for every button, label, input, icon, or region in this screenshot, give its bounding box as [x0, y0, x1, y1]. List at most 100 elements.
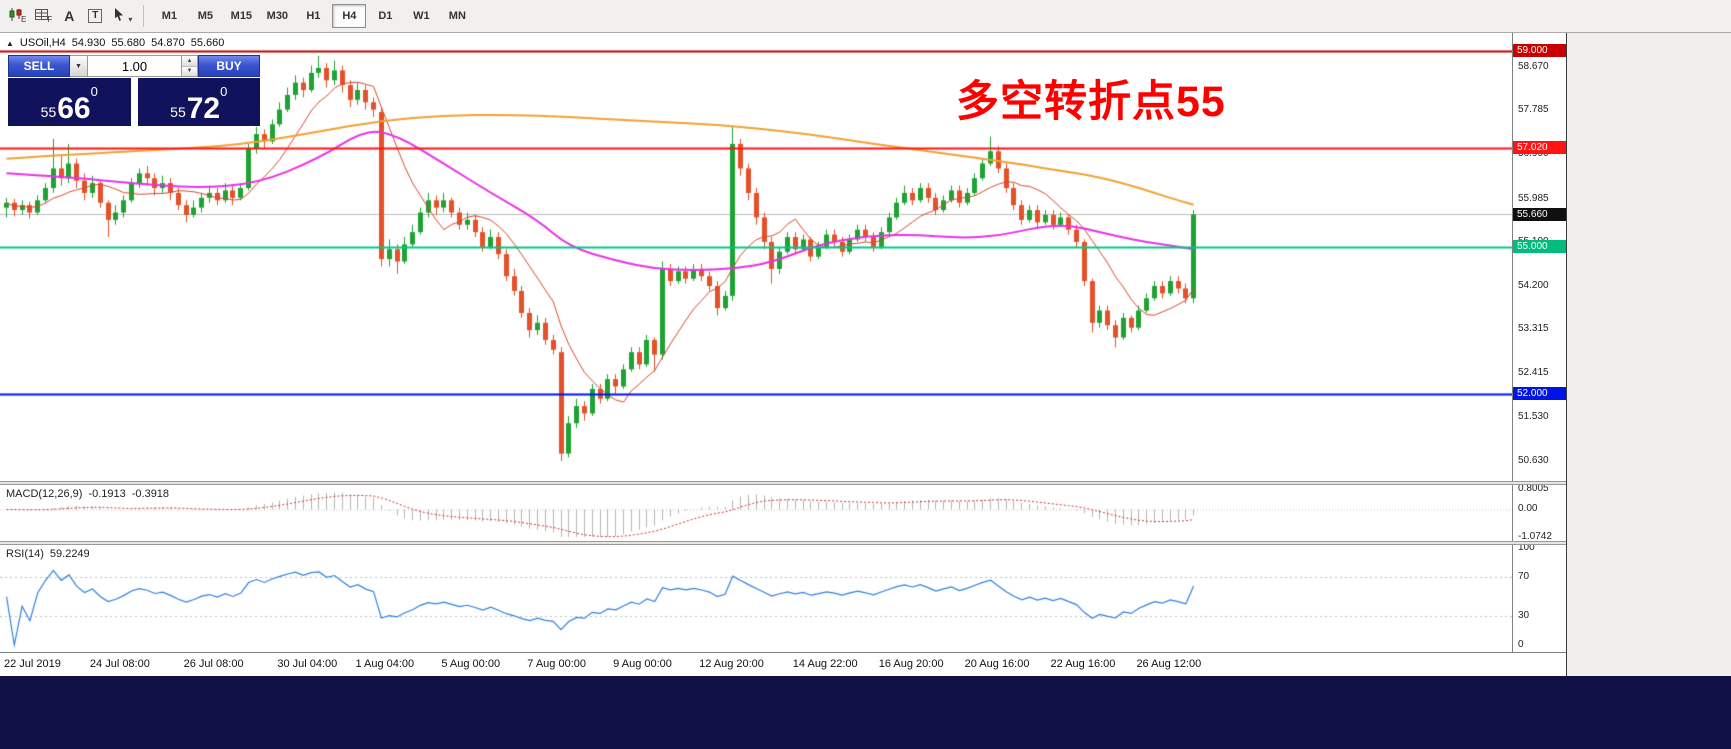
rsi-title: RSI(14) [6, 548, 44, 560]
window-divider [1566, 33, 1567, 676]
date-label: 7 Aug 00:00 [527, 658, 586, 670]
timeframe-m1[interactable]: M1 [161, 10, 177, 22]
date-label: 30 Jul 04:00 [277, 658, 338, 670]
timeframe-h4[interactable]: H4 [332, 4, 367, 28]
buy-price-display[interactable]: 55 72 0 [137, 78, 260, 126]
date-label: 5 Aug 00:00 [441, 658, 501, 670]
price-tag-52.000: 52.000 [1513, 387, 1566, 401]
macd-label: MACD(12,26,9) -0.1913 -0.3918 [6, 488, 169, 500]
rsi-scale-label: 0 [1518, 639, 1524, 650]
timeframe-m5[interactable]: M5 [197, 10, 213, 22]
price-tick: 50.630 [1518, 454, 1549, 466]
volume-stepper: ▲ ▼ [182, 55, 198, 77]
charts-button[interactable]: E [5, 4, 29, 28]
sell-dropdown-button[interactable]: ▼ [70, 55, 88, 77]
symbol-label: USOil,H4 [19, 37, 66, 49]
rsi-panel-canvas[interactable] [0, 545, 1512, 652]
ohlc-close: 55.660 [190, 37, 225, 49]
macd-title: MACD(12,26,9) [6, 488, 83, 500]
date-label: 22 Jul 2019 [4, 658, 61, 670]
price-tag-55.000: 55.000 [1513, 240, 1566, 254]
right-empty-area [1567, 33, 1731, 676]
price-tick: 58.670 [1518, 61, 1549, 72]
sell-price-display[interactable]: 55 66 0 [8, 78, 131, 126]
indicator-grid-icon [35, 9, 49, 20]
font-tool-button[interactable]: A [57, 4, 81, 28]
volume-input[interactable] [88, 55, 182, 77]
date-label: 1 Aug 04:00 [355, 658, 415, 670]
sell-price-small: 55 [40, 104, 57, 120]
timeframe-m15[interactable]: M15 [230, 10, 253, 22]
chart-workspace: ▲ USOil,H4 54.930 55.680 54.870 55.660 S… [0, 33, 1731, 676]
panel-splitter-rsi[interactable] [0, 541, 1566, 545]
rsi-scale-label: 70 [1518, 571, 1530, 583]
price-tag-59.000: 59.000 [1513, 44, 1566, 58]
price-tick: 51.530 [1518, 410, 1549, 422]
rsi-label: RSI(14) 59.2249 [6, 548, 90, 560]
macd-scale-label: 0.00 [1518, 503, 1538, 515]
date-label: 26 Jul 08:00 [183, 658, 244, 670]
chart-header: ▲ USOil,H4 54.930 55.680 54.870 55.660 [6, 37, 224, 49]
trade-panel-toggle-icon[interactable]: ▲ [6, 38, 14, 48]
text-label-tool-icon: T [88, 9, 103, 23]
date-label: 24 Jul 08:00 [89, 658, 150, 670]
timeframe-mn[interactable]: MN [448, 10, 466, 22]
date-label: 22 Aug 16:00 [1050, 658, 1116, 670]
date-label: 9 Aug 00:00 [613, 658, 672, 670]
price-scale[interactable]: 58.67057.78556.90055.98555.10054.20053.3… [1512, 33, 1566, 676]
cursor-tool-button[interactable]: ▾ [109, 4, 135, 28]
main-toolbar: E F A T ▾ M1 M5 M15 M30 H1 H4 D1 W1 MN [0, 0, 1731, 33]
candlestick-chart-icon [9, 8, 22, 21]
sell-button[interactable]: SELL [8, 55, 70, 77]
toolbar-separator [143, 5, 145, 27]
macd-scale-label: 0.8005 [1518, 483, 1549, 494]
sell-price-big: 66 [57, 92, 91, 125]
macd-value-main: -0.1913 [88, 488, 126, 500]
timeframe-h1[interactable]: H1 [306, 10, 321, 22]
price-tick: 53.315 [1518, 323, 1549, 335]
timeframe-group: M1 M5 M15 M30 H1 H4 D1 W1 MN [151, 4, 475, 28]
panel-splitter-macd[interactable] [0, 481, 1566, 485]
sell-price-sup: 0 [90, 84, 98, 99]
buy-button[interactable]: BUY [198, 55, 260, 77]
buy-price-small: 55 [170, 104, 186, 120]
time-axis[interactable]: 22 Jul 2019 24 Jul 08:00 26 Jul 08:00 30 Ju… [0, 652, 1566, 676]
text-label-tool-button[interactable]: T [83, 4, 107, 28]
buy-price-big: 72 [186, 92, 221, 125]
buy-price-sup: 0 [220, 84, 228, 99]
date-label: 20 Aug 16:00 [964, 658, 1030, 670]
timeframe-w1[interactable]: W1 [413, 10, 430, 22]
date-label: 12 Aug 20:00 [699, 658, 764, 670]
indicators-button-sub: F [47, 15, 53, 24]
price-tag-57.020: 57.020 [1513, 141, 1566, 155]
price-tick: 55.985 [1518, 192, 1549, 204]
chart-annotation-text: 多空转折点55 [956, 78, 1226, 126]
rsi-scale-label: 30 [1518, 609, 1530, 621]
timeframe-m30[interactable]: M30 [266, 10, 289, 22]
price-tag-55.660: 55.660 [1513, 207, 1566, 221]
date-label: 26 Aug 12:00 [1136, 658, 1202, 670]
trade-controls-row: SELL ▼ ▲ ▼ BUY [8, 55, 260, 77]
ohlc-open: 54.930 [71, 37, 106, 49]
bottom-strip [0, 676, 1731, 749]
price-tick: 57.785 [1518, 104, 1549, 116]
indicators-button[interactable]: F [31, 4, 55, 28]
cursor-tool-icon [115, 8, 124, 21]
cursor-tool-dropdown-caret[interactable]: ▾ [128, 15, 133, 24]
macd-panel-canvas[interactable] [0, 485, 1512, 541]
rsi-value: 59.2249 [49, 548, 90, 560]
volume-increase-button[interactable]: ▲ [182, 56, 197, 67]
volume-decrease-button[interactable]: ▼ [182, 66, 197, 76]
timeframe-d1[interactable]: D1 [378, 10, 393, 22]
price-tick: 52.415 [1518, 367, 1549, 379]
ohlc-low: 54.870 [151, 37, 185, 49]
font-tool-icon: A [64, 8, 75, 24]
date-label: 14 Aug 22:00 [792, 658, 858, 670]
trade-prices-row: 55 66 0 55 72 0 [8, 78, 260, 126]
ohlc-high: 55.680 [111, 37, 146, 49]
one-click-trade-panel: SELL ▼ ▲ ▼ BUY 55 66 0 55 72 0 [8, 55, 260, 126]
date-label: 16 Aug 20:00 [878, 658, 944, 670]
macd-scale-label: -1.0742 [1518, 531, 1552, 542]
charts-button-sub: E [21, 15, 27, 24]
macd-value-signal: -0.3918 [131, 488, 170, 500]
